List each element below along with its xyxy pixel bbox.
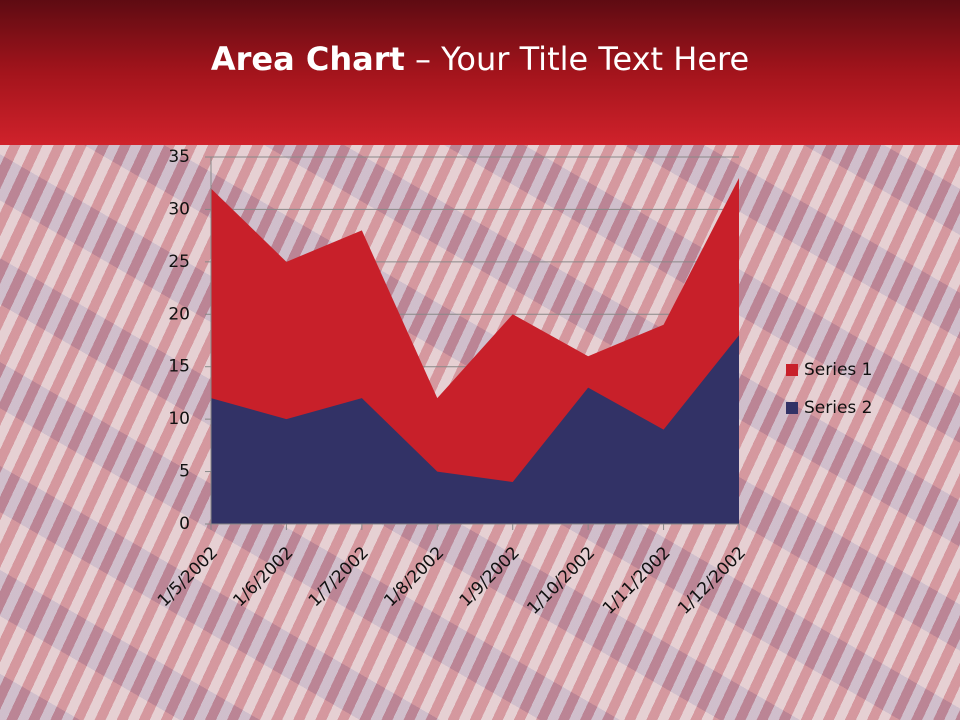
y-tick-label: 30 [168,199,190,219]
x-tick-label: 1/7/2002 [305,543,373,611]
title-rest: – Your Title Text Here [414,40,750,78]
legend-swatch [786,402,798,414]
area [211,335,739,524]
x-tick-label: 1/11/2002 [599,543,675,619]
legend-swatch [786,364,798,376]
y-tick-label: 35 [168,147,190,167]
y-tick-label: 5 [179,462,190,482]
legend-label: Series 1 [804,360,873,380]
y-tick-label: 15 [168,357,190,377]
title-bold: Area Chart [210,40,405,78]
header-band [0,0,960,145]
y-tick-label: 25 [168,252,190,272]
x-tick-label: 1/10/2002 [523,543,599,619]
y-tick-label: 20 [168,304,190,324]
x-tick-label: 1/9/2002 [456,543,524,611]
x-tick-label: 1/6/2002 [229,543,297,611]
legend-label: Series 2 [804,398,873,418]
y-tick-label: 10 [168,409,190,429]
y-tick-label: 0 [179,514,190,534]
x-tick-label: 1/5/2002 [154,543,222,611]
x-tick-label: 1/8/2002 [380,543,448,611]
slide-title: Area Chart – Your Title Text Here [0,40,960,78]
x-tick-label: 1/12/2002 [674,543,750,619]
